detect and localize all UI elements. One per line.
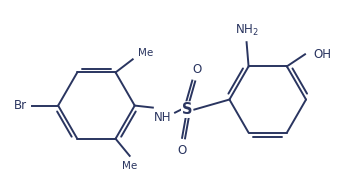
Text: NH$_2$: NH$_2$ [235,23,258,38]
Text: Me: Me [122,161,137,171]
Text: Br: Br [14,99,27,112]
Text: O: O [193,63,202,76]
Text: NH: NH [154,111,171,124]
Text: Me: Me [138,48,153,58]
Text: S: S [182,102,192,117]
Text: OH: OH [313,48,331,61]
Text: O: O [178,144,187,157]
